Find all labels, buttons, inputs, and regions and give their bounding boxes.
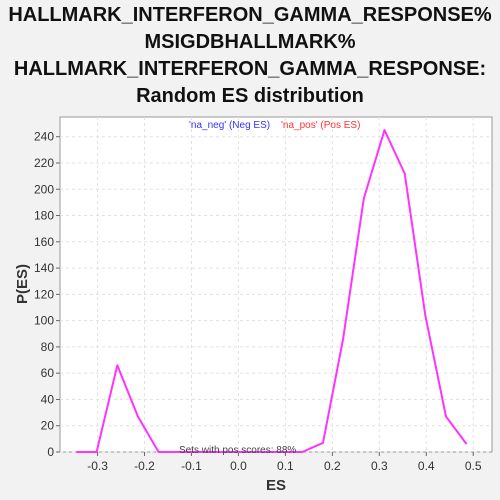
data-lines — [76, 129, 468, 453]
title-line-2: MSIGDBHALLMARK% — [144, 31, 356, 53]
y-ticks: 0 20 40 60 80 100 120 140 160 180 200 220 240 — [34, 130, 60, 459]
y-tick-label: 160 — [34, 235, 54, 249]
x-tick-label: 0.3 — [371, 459, 388, 473]
x-tick-label: 0.0 — [230, 459, 247, 473]
x-tick-label: 0.5 — [465, 459, 482, 473]
title-line-3: HALLMARK_INTERFERON_GAMMA_RESPONSE: — [13, 58, 487, 80]
y-tick-label: 180 — [34, 209, 54, 223]
y-tick-label: 220 — [34, 156, 54, 170]
plot-area — [59, 116, 493, 453]
y-tick-label: 100 — [34, 314, 54, 328]
x-ticks: -0.3 -0.2 -0.1 0.0 0.1 0.2 0.3 0.4 0.5 — [87, 452, 482, 473]
y-tick-label: 80 — [41, 340, 55, 354]
y-tick-label: 60 — [41, 366, 55, 380]
legend-neg: 'na_neg' (Neg ES) — [189, 120, 270, 131]
x-tick-label: -0.3 — [87, 459, 108, 473]
y-tick-label: 240 — [34, 130, 54, 144]
x-axis-label: ES — [266, 477, 286, 494]
y-tick-label: 40 — [41, 392, 55, 406]
pos-scores-annotation: Sets with pos scores: 88% — [179, 445, 296, 456]
legend-pos: 'na_pos' (Pos ES) — [281, 120, 360, 131]
y-tick-label: 20 — [41, 419, 55, 433]
y-tick-label: 140 — [34, 261, 54, 275]
title-line-4: Random ES distribution — [136, 85, 364, 107]
chart-title: HALLMARK_INTERFERON_GAMMA_RESPONSE% MSIG… — [0, 2, 500, 110]
x-tick-label: 0.4 — [418, 459, 435, 473]
y-tick-label: 120 — [34, 287, 54, 301]
x-tick-label: -0.2 — [134, 459, 155, 473]
x-tick-label: -0.1 — [181, 459, 202, 473]
x-tick-label: 0.2 — [324, 459, 341, 473]
series-line — [76, 129, 468, 453]
y-axis-label: P(ES) — [14, 264, 31, 304]
y-tick-label: 0 — [47, 445, 54, 459]
y-tick-label: 200 — [34, 182, 54, 196]
x-tick-label: 0.1 — [277, 459, 294, 473]
title-line-1: HALLMARK_INTERFERON_GAMMA_RESPONSE% — [8, 4, 492, 26]
